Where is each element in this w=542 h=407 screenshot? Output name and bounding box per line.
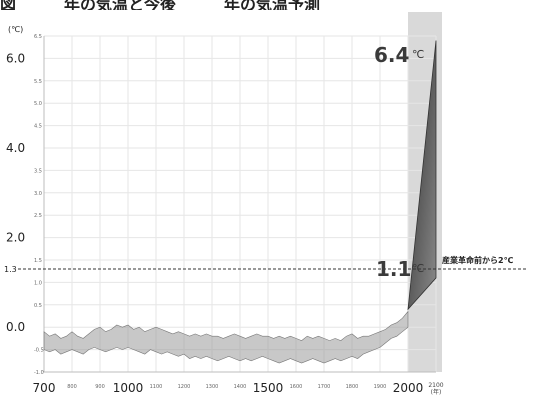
annotation-min-projection: 1.1 <box>376 257 411 281</box>
y-tick-label: 0.0 <box>6 320 25 334</box>
y-tick-label-minor: 6.5 <box>34 34 42 40</box>
x-tick-label-minor: 1700 <box>318 384 331 390</box>
annotation-max-unit: ℃ <box>412 48 424 61</box>
x-tick-label: 700 <box>33 381 56 395</box>
reference-line-label: 産業革命前から2℃ <box>442 255 514 265</box>
y-tick-label-minor: 4.5 <box>34 124 42 130</box>
x-unit-label: 2100 <box>428 382 443 389</box>
y-tick-label: 6.0 <box>6 51 25 65</box>
x-tick-label-minor: 900 <box>95 384 105 390</box>
x-tick-label-minor: 1200 <box>178 384 191 390</box>
y-tick-label-minor: 5.0 <box>34 101 42 107</box>
x-tick-label: 1500 <box>253 381 284 395</box>
y-tick-label: 4.0 <box>6 141 25 155</box>
x-tick-label-minor: 1400 <box>234 384 247 390</box>
x-tick-label: 2000 <box>393 381 424 395</box>
chart-title: 図 年の気温と今後 年の気温予測 <box>0 0 321 10</box>
y-tick-label-minor: 3.5 <box>34 168 42 174</box>
x-tick-label-minor: 1600 <box>290 384 303 390</box>
x-tick-label-minor: 1900 <box>374 384 387 390</box>
historical-temperature-band <box>43 310 409 364</box>
reference-line-value: 1.3 <box>4 265 17 274</box>
y-tick-label-minor: 5.5 <box>34 79 42 85</box>
annotation-max-projection: 6.4 <box>374 43 409 67</box>
x-unit-label: (年) <box>431 388 442 396</box>
x-tick-label: 1000 <box>113 381 144 395</box>
x-tick-label-minor: 800 <box>67 384 77 390</box>
y-tick-label-minor: -1.0 <box>34 370 44 376</box>
y-tick-label-minor: 2.5 <box>34 213 42 219</box>
x-tick-label-minor: 1100 <box>150 384 163 390</box>
y-tick-label-minor: 1.5 <box>34 258 42 264</box>
y-unit-label: (℃) <box>8 25 23 34</box>
projection-wedge <box>407 40 437 311</box>
y-tick-label: 2.0 <box>6 231 25 245</box>
y-tick-label-minor: 3.0 <box>34 191 42 197</box>
annotation-min-unit: ℃ <box>412 262 424 275</box>
y-tick-label-minor: 0.5 <box>34 303 42 309</box>
x-tick-label-minor: 1300 <box>206 384 219 390</box>
y-tick-label-minor: 1.0 <box>34 280 42 286</box>
y-tick-label-minor: -0.5 <box>34 348 44 354</box>
x-tick-label-minor: 1800 <box>346 384 359 390</box>
